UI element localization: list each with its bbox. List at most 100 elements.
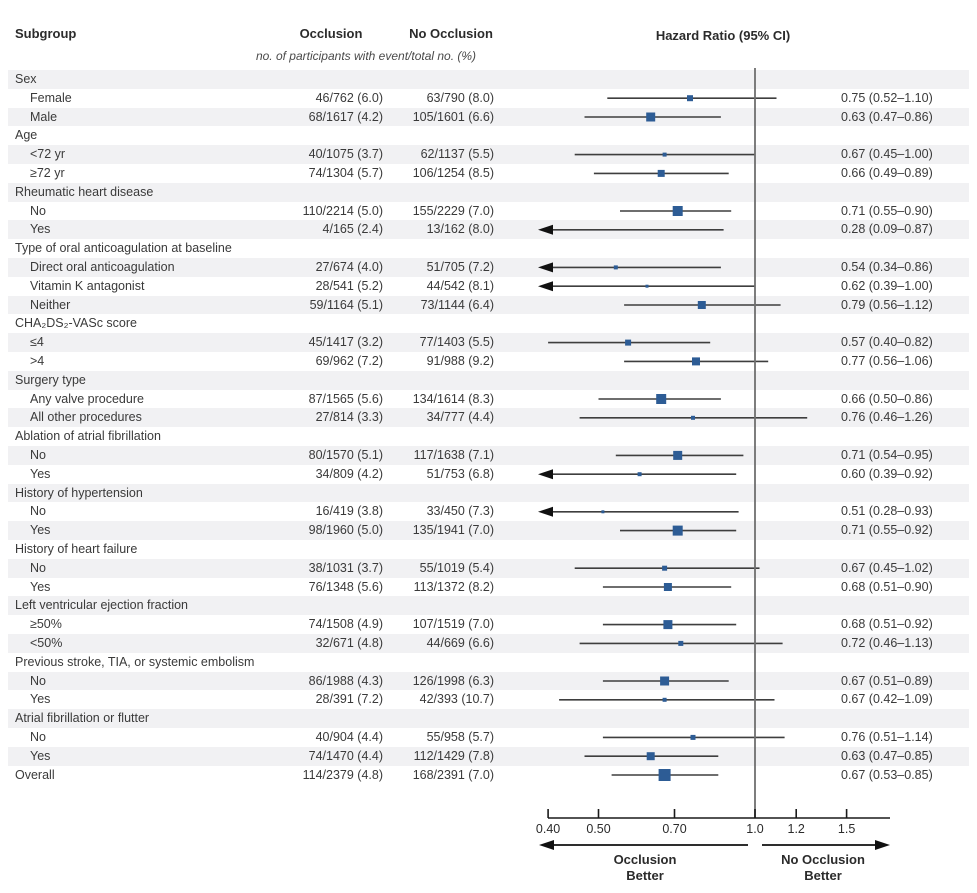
row-band (8, 220, 969, 240)
x-axis-tick-label: 1.0 (746, 822, 764, 836)
row-band (8, 709, 969, 728)
no-occlusion-value: 51/705 (7.2) (426, 260, 494, 274)
subgroup-label: ≥72 yr (30, 166, 65, 180)
occlusion-value: 28/541 (5.2) (315, 278, 383, 293)
hr-marker (601, 510, 605, 514)
no-occlusion-value: 117/1638 (7.1) (413, 448, 494, 462)
hazard-ratio-text: 0.63 (0.47–0.86) (841, 109, 933, 124)
no-occlusion-value: 34/777 (4.4) (426, 410, 494, 425)
row-band (8, 182, 969, 202)
no-occlusion-value: 51/753 (6.8) (426, 466, 494, 481)
no-occlusion-value: 113/1372 (8.2) (413, 579, 494, 594)
row-band (8, 295, 969, 315)
occlusion-value: 16/419 (3.8) (315, 504, 383, 519)
no-occlusion-value: 106/1254 (8.5) (412, 166, 494, 180)
subgroup-label: No (30, 673, 46, 688)
no-occlusion-value: 107/1519 (7.0) (412, 617, 494, 632)
column-header-subgroup: Subgroup (15, 26, 77, 41)
right-direction-arrowhead-icon (875, 840, 890, 850)
subgroup-label: No (30, 730, 46, 744)
hr-marker (657, 169, 665, 177)
hazard-ratio-text: 0.71 (0.54–0.95) (841, 448, 933, 462)
subgroup-label: Yes (30, 579, 51, 594)
hr-marker (692, 357, 700, 366)
hr-marker (663, 583, 672, 591)
occlusion-value: 110/2214 (5.0) (302, 203, 383, 218)
occlusion-value: 74/1470 (4.4) (308, 748, 383, 763)
hazard-ratio-text: 0.72 (0.46–1.13) (841, 636, 933, 650)
row-band (8, 558, 969, 578)
hazard-ratio-text: 0.57 (0.40–0.82) (841, 335, 933, 350)
occlusion-value: 40/904 (4.4) (315, 730, 383, 744)
no-occlusion-value: 44/669 (6.6) (426, 636, 494, 650)
subgroup-label: No (30, 448, 46, 462)
row-band (8, 408, 969, 428)
subgroup-label: Overall (15, 767, 55, 782)
hazard-ratio-text: 0.67 (0.45–1.00) (841, 147, 933, 162)
occlusion-value: 38/1031 (3.7) (308, 560, 383, 575)
subgroup-label: Yes (30, 222, 51, 237)
hazard-ratio-text: 0.62 (0.39–1.00) (841, 278, 933, 293)
left-direction-arrowhead-icon (539, 840, 554, 850)
column-header-no-occlusion: No Occlusion (409, 26, 493, 41)
ci-clip-arrow-icon (538, 469, 553, 480)
no-occlusion-value: 112/1429 (7.8) (413, 748, 494, 763)
row-band (8, 634, 969, 653)
row-band (8, 483, 969, 503)
x-axis-tick-label: 0.50 (586, 822, 611, 836)
no-occlusion-value: 55/958 (5.7) (426, 730, 494, 744)
direction-label-right: No Occlusion Better (781, 852, 865, 884)
column-header-occlusion: Occlusion (299, 26, 363, 41)
hr-marker (645, 284, 649, 288)
hazard-ratio-text: 0.54 (0.34–0.86) (841, 260, 933, 274)
hr-marker (690, 734, 696, 740)
ci-clip-arrow-icon (538, 506, 553, 517)
x-axis-tick-label: 1.2 (787, 822, 805, 836)
no-occlusion-value: 63/790 (8.0) (426, 90, 494, 105)
direction-label-right-line1: No Occlusion (781, 852, 865, 867)
row-band (8, 145, 969, 164)
hr-marker (637, 472, 642, 477)
hazard-ratio-text: 0.51 (0.28–0.93) (841, 504, 933, 519)
occlusion-value: 27/674 (4.0) (315, 260, 383, 274)
category-label: Left ventricular ejection fraction (15, 598, 189, 613)
hazard-ratio-text: 0.77 (0.56–1.06) (841, 354, 933, 368)
direction-label-left-line2: Better (626, 868, 664, 883)
hr-marker (687, 95, 693, 102)
occlusion-value: 40/1075 (3.7) (308, 147, 383, 162)
row-band (8, 333, 969, 352)
subgroup-label: Yes (30, 692, 51, 707)
subgroup-label: Yes (30, 748, 51, 763)
occlusion-value: 69/962 (7.2) (315, 354, 383, 368)
occlusion-value: 74/1304 (5.7) (308, 166, 383, 180)
occlusion-value: 59/1164 (5.1) (309, 297, 383, 312)
x-axis-tick-label: 0.70 (662, 822, 687, 836)
category-label: CHA₂DS₂-VASc score (15, 316, 137, 331)
no-occlusion-value: 73/1144 (6.4) (420, 297, 494, 312)
row-band (8, 746, 969, 766)
category-label: Previous stroke, TIA, or systemic emboli… (15, 654, 255, 669)
occlusion-value: 34/809 (4.2) (315, 466, 383, 481)
hazard-ratio-text: 0.71 (0.55–0.92) (841, 523, 933, 538)
occlusion-value: 114/2379 (4.8) (302, 767, 383, 782)
no-occlusion-value: 168/2391 (7.0) (412, 767, 494, 782)
row-band (8, 370, 969, 390)
row-band (8, 596, 969, 616)
no-occlusion-value: 77/1403 (5.5) (419, 335, 494, 350)
no-occlusion-value: 62/1137 (5.5) (420, 147, 494, 162)
subgroup-label: Any valve procedure (30, 391, 144, 406)
subgroup-label: >4 (30, 354, 45, 368)
hazard-ratio-text: 0.66 (0.50–0.86) (841, 391, 933, 406)
hazard-ratio-text: 0.76 (0.46–1.26) (841, 410, 933, 425)
hazard-ratio-text: 0.60 (0.39–0.92) (841, 466, 933, 481)
hazard-ratio-text: 0.79 (0.56–1.12) (841, 297, 933, 312)
subgroup-label: Male (30, 109, 58, 124)
counts-subtitle: no. of participants with event/total no.… (255, 49, 477, 63)
occlusion-value: 27/814 (3.3) (315, 410, 383, 425)
no-occlusion-value: 13/162 (8.0) (426, 222, 494, 237)
direction-label-left-line1: Occlusion (613, 852, 677, 867)
hazard-ratio-text: 0.68 (0.51–0.90) (841, 579, 933, 594)
category-label: History of hypertension (15, 485, 143, 500)
row-band (8, 671, 969, 691)
hazard-ratio-text: 0.75 (0.52–1.10) (841, 90, 933, 105)
